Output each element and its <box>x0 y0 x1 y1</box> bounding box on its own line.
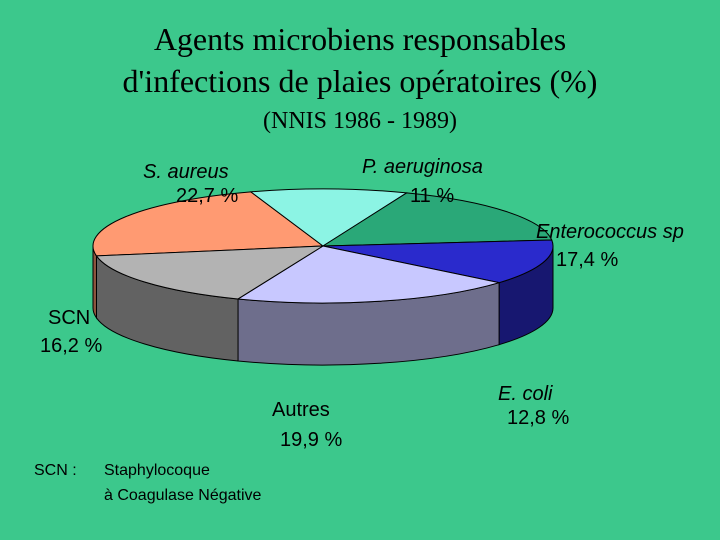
label-e-coli-name: E. coli <box>498 383 553 405</box>
chart-title-line2: d'infections de plaies opératoires (%) <box>122 63 598 99</box>
label-scn-value: 16,2 % <box>40 335 103 357</box>
label-autres-value: 19,9 % <box>280 429 343 451</box>
label-p-aeruginosa-value: 11 % <box>410 185 455 207</box>
footnote-line1: Staphylocoque <box>104 462 210 479</box>
pie-slice-s-aureus <box>92 191 325 257</box>
label-s-aureus-value: 22,7 % <box>176 185 239 207</box>
label-enterococcus-value: 17,4 % <box>556 249 619 271</box>
label-enterococcus-name: Enterococcus sp <box>536 221 684 243</box>
chart-title-line1: Agents microbiens responsables <box>153 21 567 57</box>
pie-slice-p-aeruginosa <box>249 188 409 247</box>
label-scn-name: SCN <box>48 307 91 329</box>
pie-slice-e-coli <box>322 239 554 284</box>
chart-subtitle: (NNIS 1986 - 1989) <box>263 108 457 134</box>
footnote-line2: à Coagulase Négative <box>104 487 262 504</box>
footnote-abbr: SCN : <box>34 462 77 479</box>
pie-side-s-aureus <box>92 245 97 320</box>
label-s-aureus-name: S. aureus <box>143 161 229 183</box>
pie-slice-autres <box>236 245 500 304</box>
label-e-coli-value: 12,8 % <box>507 407 570 429</box>
pie-slice-scn <box>95 245 325 300</box>
pie-slice-enterococcus-sp <box>321 192 553 247</box>
label-autres-name: Autres <box>272 399 330 421</box>
label-p-aeruginosa-name: P. aeruginosa <box>362 156 483 178</box>
